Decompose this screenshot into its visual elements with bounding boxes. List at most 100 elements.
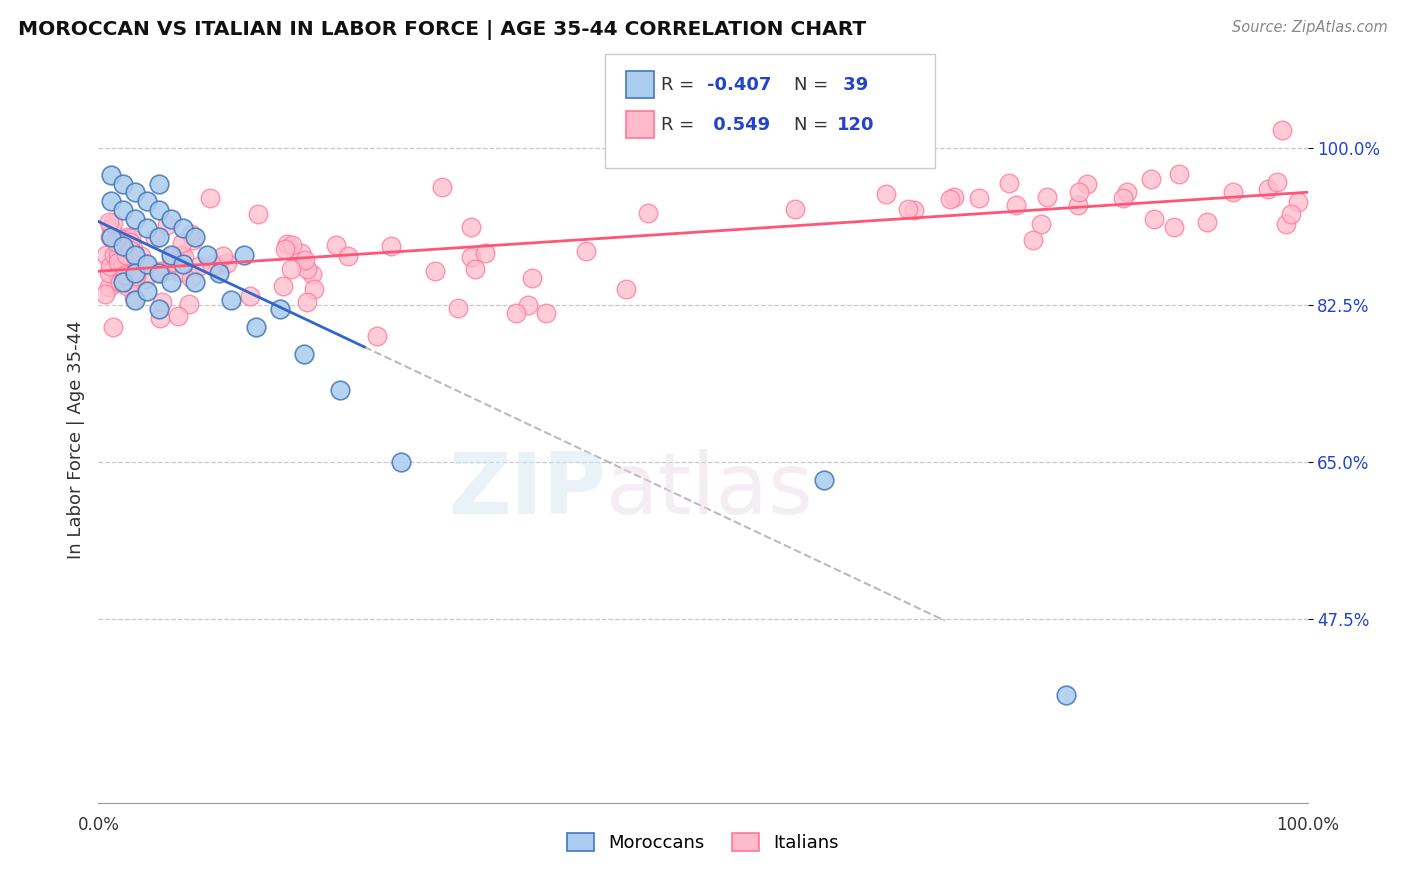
Point (104, 235, 127, 249)
Point (111, 232, 134, 246)
Point (516, 298, 538, 312)
Point (474, 245, 496, 260)
Point (184, 275, 207, 289)
Point (172, 221, 194, 235)
Point (302, 282, 325, 296)
Point (1116, 186, 1139, 200)
Point (1004, 198, 1026, 212)
Point (160, 248, 183, 262)
Point (117, 279, 139, 293)
Point (172, 257, 194, 271)
Text: N =: N = (794, 116, 828, 134)
Point (208, 266, 231, 280)
Point (460, 250, 482, 264)
Point (207, 258, 229, 272)
Point (135, 194, 157, 209)
Point (380, 238, 402, 252)
Point (942, 190, 965, 204)
Point (294, 252, 316, 267)
Text: atlas: atlas (606, 449, 814, 532)
Point (111, 203, 134, 218)
Point (188, 260, 211, 274)
Point (180, 227, 202, 241)
Point (98, 266, 121, 280)
Point (184, 230, 207, 244)
Point (460, 219, 482, 234)
Point (423, 264, 446, 278)
Point (273, 279, 295, 293)
Point (389, 455, 412, 469)
Point (135, 284, 157, 298)
Legend: Moroccans, Italians: Moroccans, Italians (560, 825, 846, 859)
Y-axis label: In Labor Force | Age 35-44: In Labor Force | Age 35-44 (66, 320, 84, 558)
Point (269, 302, 291, 317)
Point (159, 250, 181, 264)
Point (148, 203, 170, 218)
Point (1195, 215, 1218, 229)
Point (337, 250, 360, 264)
Point (100, 194, 122, 209)
Point (124, 293, 146, 308)
Point (98, 259, 121, 273)
Point (903, 203, 925, 218)
Point (366, 329, 388, 343)
Point (292, 347, 315, 361)
Point (464, 262, 486, 277)
Point (276, 237, 298, 252)
Point (181, 233, 204, 247)
Point (195, 248, 218, 262)
Point (103, 247, 125, 261)
Point (135, 221, 157, 235)
Text: -0.407: -0.407 (707, 76, 772, 94)
Point (1035, 190, 1057, 204)
Text: 120: 120 (837, 116, 875, 134)
Point (325, 238, 347, 252)
Point (143, 231, 166, 245)
Point (134, 257, 156, 271)
Point (131, 249, 153, 263)
Point (118, 235, 141, 250)
Point (111, 270, 134, 285)
Point (177, 296, 200, 310)
Point (201, 258, 224, 272)
Point (221, 293, 243, 308)
Text: R =: R = (661, 76, 700, 94)
Point (149, 263, 172, 277)
Point (1143, 212, 1166, 227)
Point (1022, 233, 1045, 247)
Text: R =: R = (661, 116, 700, 134)
Point (1076, 177, 1098, 191)
Point (1168, 167, 1191, 181)
Point (329, 383, 352, 397)
Point (107, 255, 129, 269)
Point (239, 289, 262, 303)
Point (169, 265, 191, 279)
Point (124, 266, 146, 280)
Point (100, 230, 122, 244)
Point (97, 215, 120, 229)
Point (534, 306, 557, 320)
Point (1067, 198, 1090, 212)
Point (170, 248, 193, 262)
Point (522, 271, 544, 285)
Point (148, 266, 170, 280)
Point (939, 192, 962, 206)
Point (1069, 185, 1091, 199)
Point (637, 205, 659, 219)
Point (200, 191, 222, 205)
Point (120, 276, 142, 290)
Point (575, 244, 598, 258)
Text: Source: ZipAtlas.com: Source: ZipAtlas.com (1232, 20, 1388, 35)
Text: MOROCCAN VS ITALIAN IN LABOR FORCE | AGE 35-44 CORRELATION CHART: MOROCCAN VS ITALIAN IN LABOR FORCE | AGE… (18, 20, 866, 39)
Point (1140, 171, 1163, 186)
Point (245, 320, 267, 334)
Point (160, 275, 183, 289)
Point (155, 263, 177, 277)
Point (246, 206, 269, 220)
Point (148, 177, 170, 191)
Point (111, 258, 134, 272)
Point (170, 235, 193, 250)
Point (124, 212, 146, 227)
Point (124, 248, 146, 262)
Point (103, 320, 125, 334)
